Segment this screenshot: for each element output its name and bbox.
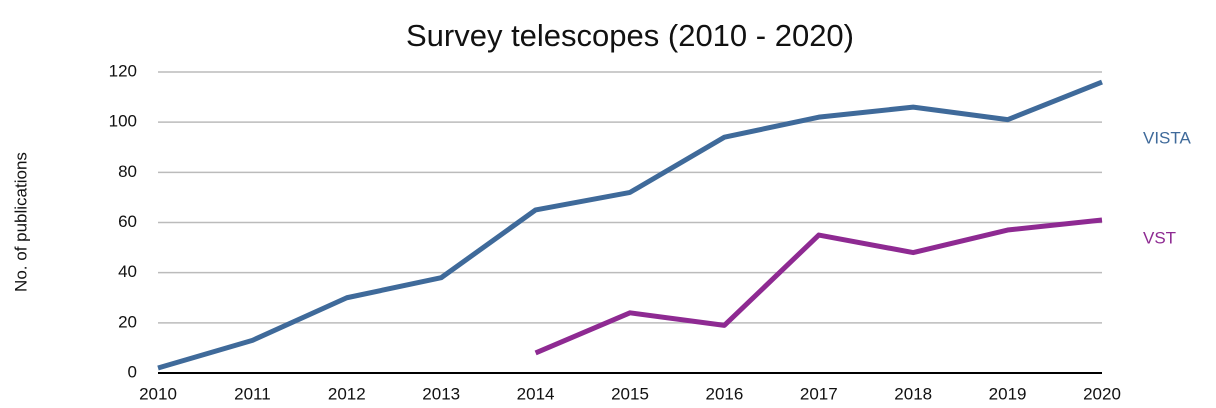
series-line [534, 217, 1103, 356]
series-label: VST [1143, 228, 1176, 247]
y-tick-label: 40 [118, 262, 137, 281]
x-tick-label: 2011 [234, 384, 271, 403]
y-tick-label: 100 [109, 112, 137, 131]
series-line [157, 79, 1103, 371]
x-tick-label: 2020 [1083, 384, 1121, 403]
x-tick-label: 2015 [611, 384, 649, 403]
chart-title: Survey telescopes (2010 - 2020) [406, 18, 854, 53]
y-tick-label: 80 [118, 162, 137, 181]
x-tick-label: 2019 [989, 384, 1027, 403]
x-tick-label: 2018 [894, 384, 932, 403]
x-tick-label: 2012 [328, 384, 366, 403]
x-tick-label: 2017 [800, 384, 838, 403]
y-tick-label: 60 [118, 212, 137, 231]
x-tick-label: 2010 [139, 384, 177, 403]
x-tick-label: 2013 [422, 384, 460, 403]
series-label: VISTA [1143, 128, 1192, 147]
y-tick-label: 20 [118, 312, 137, 331]
y-axis-label: No. of publications [11, 152, 30, 292]
y-tick-label: 120 [109, 61, 137, 80]
y-tick-label: 0 [128, 362, 137, 381]
x-tick-label: 2016 [705, 384, 743, 403]
x-tick-label: 2014 [517, 384, 555, 403]
